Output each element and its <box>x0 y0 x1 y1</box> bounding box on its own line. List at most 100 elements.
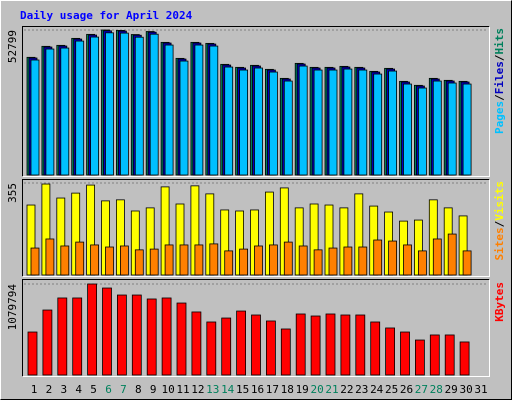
bar <box>191 311 202 376</box>
x-tick-label: 3 <box>60 383 67 396</box>
bar <box>45 238 55 276</box>
legend: Pages/Files/Hits <box>493 28 506 134</box>
panel-bevel-dark <box>22 279 490 377</box>
bar <box>149 248 159 276</box>
bar <box>179 60 189 176</box>
bar <box>358 69 368 176</box>
x-tick-label: 4 <box>75 383 82 396</box>
x-tick-label: 1 <box>31 383 38 396</box>
chart-title: Daily usage for April 2024 <box>20 9 193 22</box>
bar <box>164 244 174 276</box>
bar <box>280 328 291 376</box>
bar <box>313 69 323 176</box>
x-tick-label: 16 <box>251 383 264 396</box>
x-tick-label: 26 <box>400 383 413 396</box>
bar <box>432 238 442 276</box>
x-tick-label: 7 <box>120 383 127 396</box>
x-tick-label: 19 <box>296 383 309 396</box>
x-tick-label: 17 <box>266 383 279 396</box>
legend-entry: Sites <box>493 227 506 260</box>
bar <box>400 331 410 376</box>
bar <box>149 33 159 176</box>
x-tick-label: 20 <box>310 383 323 396</box>
bar <box>343 68 353 176</box>
panel-bevel-dark <box>22 179 490 277</box>
x-tick-label: 28 <box>430 383 443 396</box>
x-tick-label: 29 <box>445 383 458 396</box>
x-tick-label: 8 <box>135 383 142 396</box>
x-tick-label: 27 <box>415 383 428 396</box>
bar <box>414 339 425 376</box>
bar <box>161 297 172 376</box>
bar <box>72 297 83 376</box>
bar <box>131 294 142 376</box>
bar <box>209 243 219 276</box>
bar <box>117 294 127 376</box>
bar <box>105 246 114 276</box>
bar <box>224 66 234 176</box>
bar <box>417 250 427 276</box>
bar <box>283 80 293 176</box>
legend-entry: Files <box>493 61 506 94</box>
panel-bevel-light <box>22 179 490 277</box>
bar <box>429 334 440 376</box>
x-tick-label: 25 <box>385 383 398 396</box>
bar <box>57 297 68 376</box>
x-tick-label: 21 <box>325 383 338 396</box>
x-tick-label: 6 <box>105 383 112 396</box>
legend-separator: / <box>493 220 506 227</box>
bar <box>328 247 338 276</box>
bar <box>239 248 249 276</box>
bar <box>388 240 398 276</box>
bar <box>370 321 381 376</box>
bar <box>75 241 85 276</box>
bar <box>236 310 247 376</box>
bar <box>90 36 99 176</box>
bar <box>313 249 323 276</box>
bar <box>120 245 129 276</box>
bar <box>90 244 99 276</box>
bar <box>268 71 278 176</box>
x-tick-label: 23 <box>355 383 368 396</box>
bar <box>206 321 217 376</box>
panel-bevel-light <box>22 26 490 177</box>
legend-entry: Hits <box>493 28 506 55</box>
legend-entry: Visits <box>493 181 506 221</box>
bar <box>27 331 38 376</box>
bar <box>432 80 442 176</box>
x-tick-label: 10 <box>161 383 174 396</box>
x-tick-label: 18 <box>281 383 294 396</box>
bar <box>176 302 187 376</box>
bar <box>459 341 470 376</box>
bar <box>340 314 351 376</box>
y-tick-label: 355 <box>6 183 19 203</box>
x-tick-label: 30 <box>459 383 472 396</box>
x-tick-label: 9 <box>150 383 157 396</box>
bar <box>343 246 353 276</box>
legend-separator: / <box>493 54 506 61</box>
bar <box>265 320 276 376</box>
y-tick-label: 1079794 <box>6 284 19 331</box>
x-tick-label: 5 <box>90 383 97 396</box>
bar <box>30 247 40 276</box>
legend-entry: KBytes <box>493 282 506 322</box>
x-tick-label: 13 <box>206 383 219 396</box>
bar <box>325 313 336 376</box>
x-tick-label: 31 <box>474 383 487 396</box>
bar <box>254 245 263 276</box>
bar <box>60 47 70 176</box>
bar <box>120 32 129 176</box>
legend: Sites/Visits <box>493 181 506 261</box>
bar <box>328 69 338 176</box>
bar <box>385 327 396 376</box>
legend-entry: Pages <box>493 101 506 134</box>
bar <box>403 244 412 276</box>
bar <box>239 69 249 176</box>
x-tick-label: 22 <box>340 383 353 396</box>
panel-bevel-dark <box>22 26 490 177</box>
bar <box>221 317 232 376</box>
bar <box>87 283 97 376</box>
bar <box>224 250 234 276</box>
x-tick-label: 11 <box>176 383 189 396</box>
